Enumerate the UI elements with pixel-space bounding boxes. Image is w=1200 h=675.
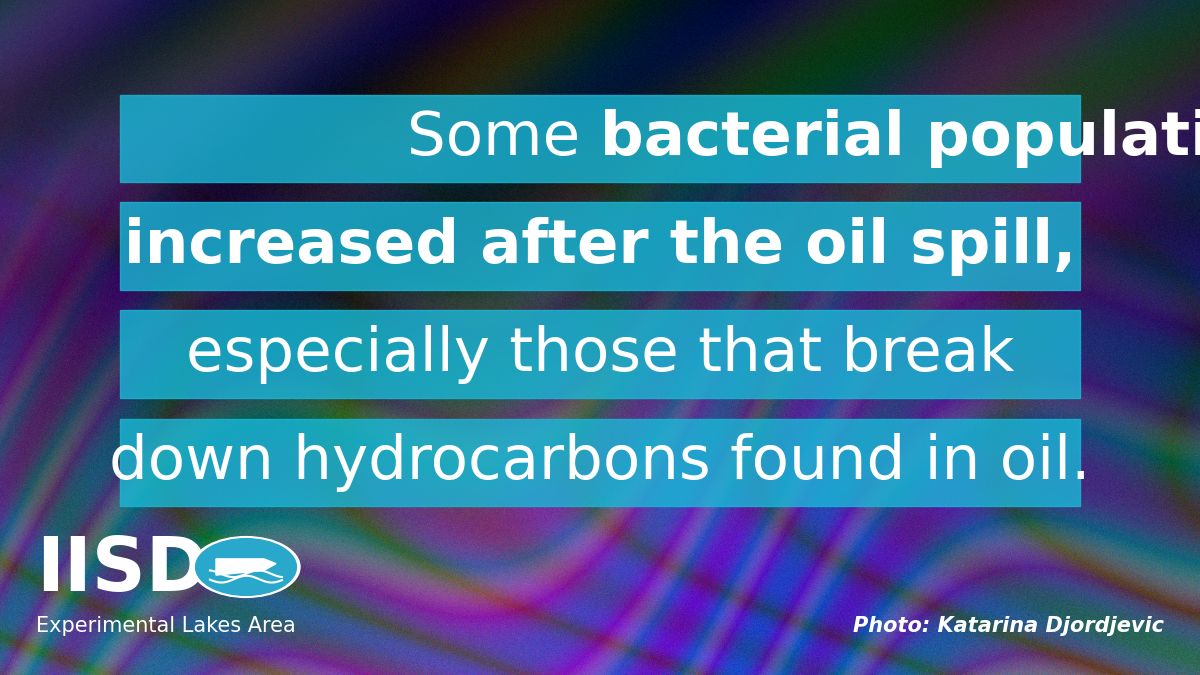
Text: Photo: Katarina Djordjevic: Photo: Katarina Djordjevic [853, 616, 1164, 637]
Text: especially those that break: especially those that break [186, 325, 1014, 384]
Circle shape [192, 537, 300, 597]
Text: increased after the oil spill,: increased after the oil spill, [124, 217, 1076, 276]
Text: Some: Some [407, 109, 600, 168]
Bar [120, 95, 1080, 182]
Text: down hydrocarbons found in oil.: down hydrocarbons found in oil. [109, 433, 1091, 492]
Text: bacterial populations: bacterial populations [600, 109, 1200, 168]
Bar [120, 310, 1080, 398]
Circle shape [196, 539, 296, 595]
Polygon shape [216, 559, 276, 575]
Text: IISD: IISD [36, 534, 208, 607]
Text: Experimental Lakes Area: Experimental Lakes Area [36, 616, 295, 637]
Bar [120, 418, 1080, 506]
Bar [120, 202, 1080, 290]
